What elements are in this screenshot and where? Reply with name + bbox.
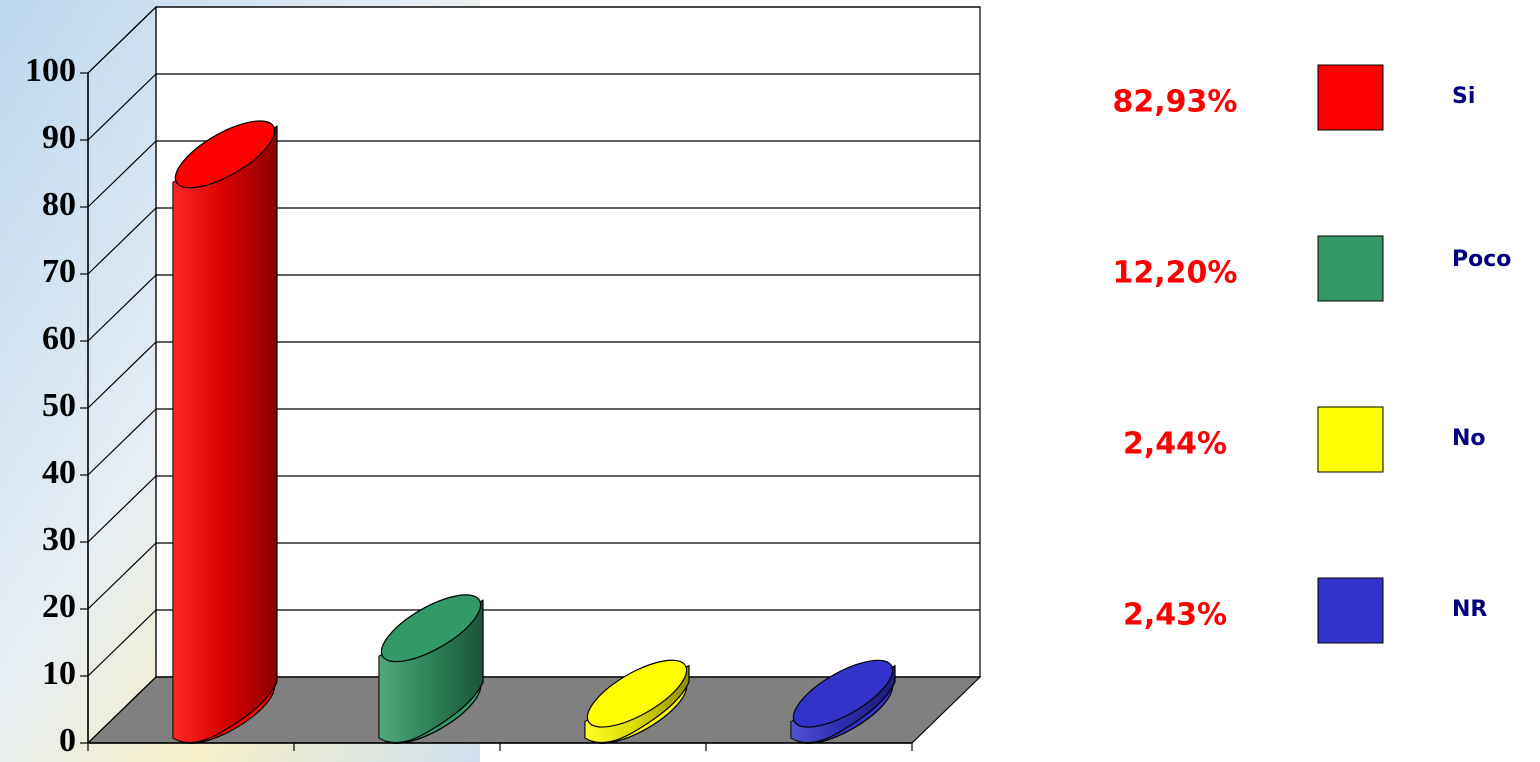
legend-swatch — [1317, 64, 1384, 131]
legend-swatch — [1317, 235, 1384, 302]
grid-line — [87, 140, 157, 208]
grid-line — [87, 73, 157, 141]
bar-shade — [173, 126, 277, 743]
y-tick-label: 90 — [42, 119, 76, 156]
y-tick-label: 0 — [59, 722, 76, 759]
grid-line — [87, 609, 157, 677]
bar-top — [174, 120, 276, 189]
y-tick-label: 70 — [42, 253, 76, 290]
y-tick-label: 40 — [42, 454, 76, 491]
legend-swatch — [1317, 406, 1384, 473]
y-tick-label: 20 — [42, 588, 76, 625]
legend-label: No — [1452, 426, 1486, 451]
grid-line — [87, 207, 157, 275]
bar-top — [586, 659, 688, 728]
legend-label: NR — [1452, 597, 1487, 622]
y-tick-label: 30 — [42, 521, 76, 558]
y-tick-label: 80 — [42, 186, 76, 223]
bar-top — [380, 594, 482, 663]
value-label: 12,20% — [1113, 256, 1238, 291]
legend-label: Poco — [1452, 247, 1511, 272]
grid-line — [87, 475, 157, 543]
y-tick-label: 50 — [42, 387, 76, 424]
grid-line — [87, 676, 157, 744]
grid-line — [87, 6, 157, 74]
y-tick-label: 100 — [25, 52, 76, 89]
grid-line — [87, 408, 157, 476]
grid-line — [87, 341, 157, 409]
legend-label: Si — [1452, 84, 1475, 109]
y-tick-label: 60 — [42, 320, 76, 357]
value-label: 2,43% — [1123, 598, 1227, 633]
legend-swatch — [1317, 577, 1384, 644]
value-label: 82,93% — [1113, 85, 1238, 120]
grid-line — [87, 274, 157, 342]
bar-top — [792, 659, 894, 728]
y-tick-label: 10 — [42, 655, 76, 692]
value-label: 2,44% — [1123, 427, 1227, 462]
grid-line — [87, 542, 157, 610]
